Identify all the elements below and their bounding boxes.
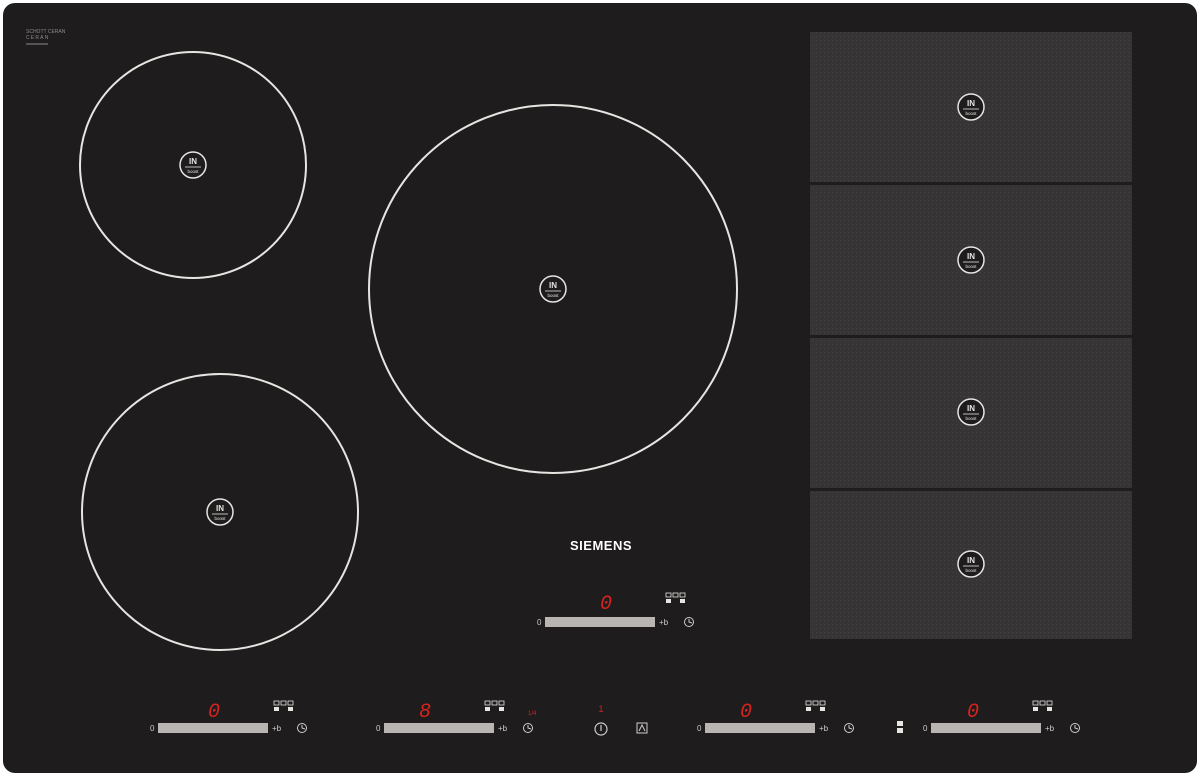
slider-min-label: 0: [376, 724, 381, 733]
boost-label[interactable]: +b: [272, 724, 282, 733]
badge-in-label: IN: [189, 157, 197, 166]
power-level-display: 0: [740, 701, 752, 724]
main-indicator: 1: [598, 704, 603, 714]
power-level-display: 0: [208, 701, 220, 724]
badge-boost-label: boost: [214, 516, 226, 521]
induction-boost-badge: IN boost: [957, 93, 985, 121]
power-slider[interactable]: [158, 723, 268, 733]
badge-boost-label: boost: [965, 416, 977, 421]
slider-min-label: 0: [150, 724, 155, 733]
brand-logo: SIEMENS: [570, 538, 632, 553]
badge-boost-label: boost: [547, 293, 559, 298]
control-group-front-far-right: 0 0 +b: [923, 700, 1080, 733]
svg-text:SCHOTT CERAN: SCHOTT CERAN: [26, 29, 66, 35]
power-slider[interactable]: [545, 617, 655, 627]
svg-text:CERAN: CERAN: [26, 35, 50, 41]
timer-icon[interactable]: [523, 723, 533, 733]
power-level-display: 0: [600, 593, 612, 616]
power-slider[interactable]: [384, 723, 494, 733]
badge-boost-label: boost: [965, 264, 977, 269]
badge-in-label: IN: [967, 556, 975, 565]
flex-zone: [810, 32, 1132, 639]
power-button[interactable]: [594, 722, 608, 736]
control-group-front-mid: 8 1/4 0 +b: [376, 700, 537, 733]
zone-select-icon[interactable]: [1032, 700, 1053, 711]
badge-boost-label: boost: [187, 169, 199, 174]
boost-label[interactable]: +b: [498, 724, 508, 733]
badge-in-label: IN: [549, 281, 557, 290]
slider-min-label: 0: [537, 618, 542, 627]
power-level-display: 0: [967, 701, 979, 724]
timer-icon[interactable]: [844, 723, 854, 733]
induction-boost-badge: IN boost: [957, 398, 985, 426]
induction-boost-badge: IN boost: [957, 246, 985, 274]
zone-indicator: 1/4: [528, 711, 537, 717]
lock-icon: [638, 723, 646, 732]
zone-select-icon[interactable]: [805, 700, 826, 711]
induction-boost-badge: IN boost: [179, 151, 207, 179]
cooking-zone-center-large: [368, 104, 738, 474]
badge-in-label: IN: [216, 504, 224, 513]
main-controls: 1: [594, 704, 903, 736]
badge-boost-label: boost: [965, 111, 977, 116]
timer-icon[interactable]: [297, 723, 307, 733]
flex-mode-button[interactable]: [897, 721, 903, 733]
slider-min-label: 0: [923, 724, 928, 733]
power-level-display: 8: [419, 701, 431, 724]
badge-boost-label: boost: [965, 568, 977, 573]
zone-select-icon[interactable]: [484, 700, 505, 711]
schott-ceran-logo: SCHOTT CERAN CERAN: [26, 29, 66, 45]
control-group-front-right: 0 0 +b: [697, 700, 854, 733]
zone-select-icon[interactable]: [273, 700, 294, 711]
power-slider[interactable]: [931, 723, 1041, 733]
timer-icon[interactable]: [1070, 723, 1080, 733]
induction-boost-badge: IN boost: [957, 550, 985, 578]
control-group-front-left: 0 0 +b: [150, 700, 307, 733]
boost-label[interactable]: +b: [659, 618, 669, 627]
induction-boost-badge: IN boost: [206, 498, 234, 526]
badge-in-label: IN: [967, 404, 975, 413]
boost-label[interactable]: +b: [1045, 724, 1055, 733]
badge-in-label: IN: [967, 99, 975, 108]
cooking-zone-front-left: [81, 373, 359, 651]
cooking-zone-rear-left: [79, 51, 307, 279]
induction-boost-badge: IN boost: [539, 275, 567, 303]
boost-label[interactable]: +b: [819, 724, 829, 733]
zone-select-icon[interactable]: [665, 592, 686, 603]
slider-min-label: 0: [697, 724, 702, 733]
badge-in-label: IN: [967, 252, 975, 261]
control-group-center: 0 0 +b: [537, 592, 694, 627]
power-slider[interactable]: [705, 723, 815, 733]
timer-icon[interactable]: [684, 617, 694, 627]
lock-button[interactable]: [636, 722, 648, 734]
